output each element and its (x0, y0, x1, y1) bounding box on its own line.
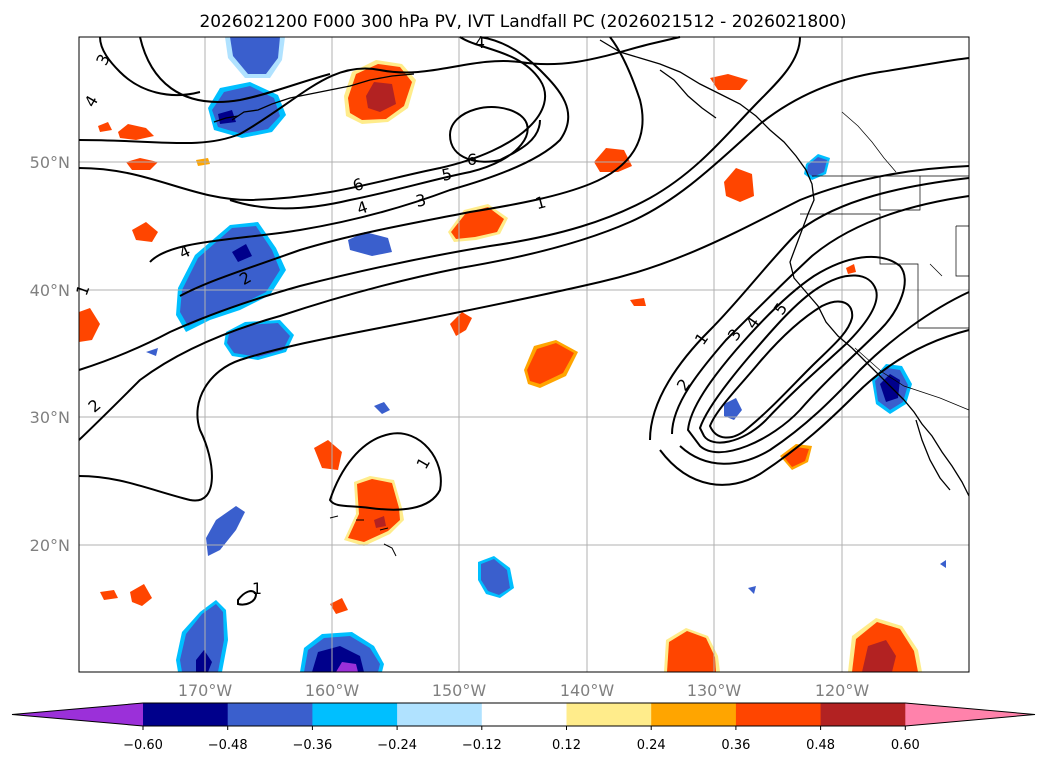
islands (329, 515, 397, 557)
map-panel: 3 4 4 6 6 5 4 3 1 4 2 1 2 1 1 1 2 3 4 5 (72, 33, 970, 673)
negative-anomaly-13 (146, 348, 946, 594)
positive-anomaly-11 (848, 618, 922, 672)
lat-label: 20°N (30, 536, 70, 555)
colorbar-segment (905, 703, 1035, 726)
contour-label: 1 (252, 579, 262, 598)
negative-anomaly-2 (208, 82, 286, 138)
lat-label: 50°N (30, 153, 70, 172)
latitude-axis: 50°N 40°N 30°N 20°N (30, 153, 70, 555)
colorbar-segment (481, 703, 567, 726)
colorbar-tick-label: 0.60 (891, 738, 920, 753)
map-background (79, 37, 969, 672)
contour-label: 1 (533, 192, 548, 213)
colorbar-segment (227, 703, 313, 726)
contour-label: 4 (475, 33, 485, 52)
positive-anomaly-9 (664, 628, 720, 672)
positive-anomaly-3 (79, 222, 158, 342)
colorbar-segment (735, 703, 822, 726)
figure-title: 2026021200 F000 300 hPa PV, IVT Landfall… (199, 12, 846, 32)
contour-label: 3 (414, 190, 428, 211)
negative-anomaly-8 (300, 632, 384, 672)
colorbar-tick-label: 0.12 (552, 738, 581, 753)
negative-anomaly-6 (206, 506, 245, 556)
longitude-axis: 170°W 160°W 150°W 140°W 130°W 120°W (178, 681, 870, 700)
lon-label: 170°W (178, 681, 233, 700)
contour-label: 5 (440, 164, 454, 185)
colorbar-tick-label: 0.36 (721, 738, 750, 753)
colorbar-segment (312, 703, 398, 726)
colorbar: −0.60 −0.48 −0.36 −0.24 −0.12 0.12 0.24 0.36 0.4… (11, 702, 1036, 753)
colorbar-segment (397, 703, 483, 726)
lat-lon-grid (79, 37, 969, 672)
colorbar-segment (143, 703, 229, 726)
negative-anomaly-5 (348, 232, 392, 256)
map-frame (78, 36, 970, 673)
lon-label: 160°W (305, 681, 360, 700)
positive-anomaly-5 (594, 74, 754, 306)
colorbar-segment (651, 703, 737, 726)
colorbar-segment (820, 703, 906, 726)
coastlines (213, 39, 970, 497)
lon-label: 120°W (815, 681, 870, 700)
negative-anomaly-10 (724, 398, 742, 420)
colorbar-tick-label: −0.24 (377, 738, 417, 753)
colorbar-tick-label: 0.24 (637, 738, 666, 753)
colorbar-tick-label: −0.12 (462, 738, 502, 753)
colorbar-segment (566, 703, 652, 726)
lat-label: 40°N (30, 281, 70, 300)
colorbar-segment (12, 703, 143, 726)
positive-anomaly-7 (314, 440, 404, 546)
lon-label: 140°W (560, 681, 615, 700)
positive-anomaly-6 (450, 312, 578, 388)
positive-anomaly-8 (100, 584, 348, 614)
lat-label: 30°N (30, 408, 70, 427)
contour-label: 6 (467, 150, 477, 169)
colorbar-tick-label: −0.48 (208, 738, 248, 753)
colorbar-tick-label: 0.48 (806, 738, 835, 753)
lon-label: 130°W (687, 681, 742, 700)
ivt-contours (78, 36, 970, 606)
lon-label: 150°W (432, 681, 487, 700)
colorbar-tick-label: −0.60 (123, 738, 163, 753)
negative-anomaly-9 (478, 556, 514, 598)
colorbar-tick-label: −0.36 (292, 738, 332, 753)
negative-anomaly-7 (176, 600, 228, 672)
negative-anomaly-1 (225, 37, 285, 78)
